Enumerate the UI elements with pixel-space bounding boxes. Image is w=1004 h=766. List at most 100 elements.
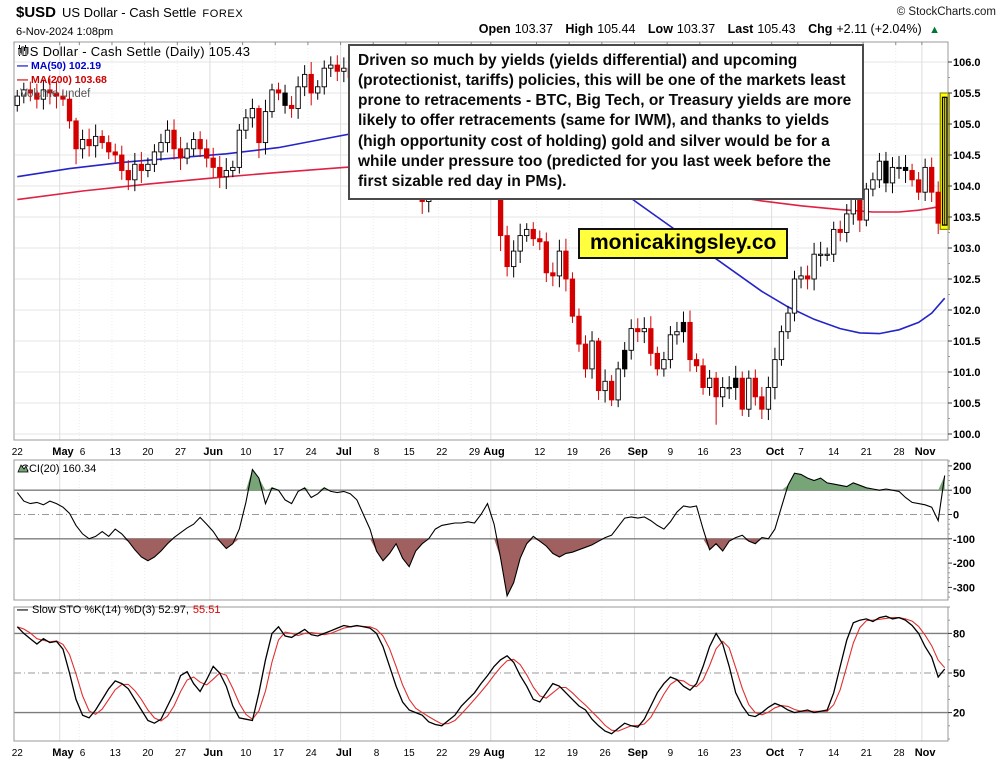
cci-legend: CCI(20) 160.34 xyxy=(17,463,96,475)
svg-text:29: 29 xyxy=(469,447,481,458)
svg-text:13: 13 xyxy=(110,748,122,759)
svg-text:23: 23 xyxy=(730,447,742,458)
chg-label: Chg xyxy=(808,22,833,36)
x-axis-labels-top: 22 May 6 13 20 27 Jun 10 17 24 Jul 8 15 22 29 Aug 12 19 26… xyxy=(12,446,937,458)
ma50-line-icon: — xyxy=(17,60,28,72)
svg-text:26: 26 xyxy=(600,748,612,759)
svg-text:27: 27 xyxy=(175,447,187,458)
ma50-label: MA(50) 102.19 xyxy=(31,60,102,72)
svg-text:23: 23 xyxy=(730,748,742,759)
svg-text:102.0: 102.0 xyxy=(953,305,981,317)
high-label: High xyxy=(565,22,594,36)
svg-text:-100: -100 xyxy=(953,534,975,546)
cci-line xyxy=(16,468,946,598)
svg-text:May: May xyxy=(52,446,74,458)
svg-text:22: 22 xyxy=(436,748,448,759)
svg-text:27: 27 xyxy=(175,748,187,759)
low-label: Low xyxy=(647,22,673,36)
svg-text:7: 7 xyxy=(798,748,804,759)
svg-text:6: 6 xyxy=(80,447,86,458)
sto-panel xyxy=(13,606,949,742)
sto-legend: — Slow STO %K(14) %D(3) 52.97, 55.51 xyxy=(17,604,220,616)
svg-text:20: 20 xyxy=(953,708,965,720)
svg-text:106.0: 106.0 xyxy=(953,57,981,69)
svg-text:12: 12 xyxy=(534,447,546,458)
main-series-title: US Dollar - Cash Settle (Daily) 105.43 xyxy=(20,44,251,59)
annotation-box: Driven so much by yields (yields differe… xyxy=(348,44,864,200)
svg-text:80: 80 xyxy=(953,628,965,640)
symbol-name: US Dollar - Cash Settle xyxy=(62,5,197,20)
chart-datetime: 6-Nov-2024 1:08pm xyxy=(16,26,114,38)
chart-header: $USD US Dollar - Cash Settle FOREX © Stock… xyxy=(16,4,998,22)
svg-text:Jun: Jun xyxy=(203,747,223,759)
svg-text:14: 14 xyxy=(828,748,840,759)
svg-text:10: 10 xyxy=(240,447,252,458)
svg-text:9: 9 xyxy=(668,447,674,458)
svg-text:24: 24 xyxy=(306,748,318,759)
svg-text:20: 20 xyxy=(142,447,154,458)
cci-label: CCI(20) 160.34 xyxy=(21,463,97,475)
sto-k-line xyxy=(16,615,946,735)
low-value: 103.37 xyxy=(676,22,716,36)
svg-text:Nov: Nov xyxy=(915,446,937,458)
ohlc-quote: Open 103.37 High 105.44 Low 103.37 Last 105.… xyxy=(479,22,940,36)
svg-text:104.5: 104.5 xyxy=(953,150,981,162)
last-value: 105.43 xyxy=(757,22,796,36)
svg-text:104.0: 104.0 xyxy=(953,181,981,193)
svg-text:7: 7 xyxy=(798,447,804,458)
svg-text:22: 22 xyxy=(12,748,24,759)
svg-text:15: 15 xyxy=(404,748,416,759)
svg-text:6: 6 xyxy=(80,748,86,759)
quote-row: 6-Nov-2024 1:08pm Open 103.37 High 105.44 … xyxy=(16,22,998,38)
svg-text:17: 17 xyxy=(273,748,285,759)
svg-text:101.0: 101.0 xyxy=(953,367,981,379)
main-chart-legend: US Dollar - Cash Settle (Daily) 105.43 —… xyxy=(17,45,347,101)
svg-text:28: 28 xyxy=(893,748,905,759)
svg-text:50: 50 xyxy=(953,668,965,680)
svg-text:101.5: 101.5 xyxy=(953,336,981,348)
main-y-axis: 106.0 105.5 105.0 104.5 104.0 103.5 103.0 102.5… xyxy=(13,42,981,441)
cci-y-axis: 200 100 0 -100 -200 -300 xyxy=(948,460,975,598)
ma200-line-icon: — xyxy=(17,74,28,86)
chg-value: +2.11 (+2.04%) xyxy=(836,22,922,36)
up-arrow-icon: ▲ xyxy=(929,24,940,36)
svg-text:26: 26 xyxy=(600,447,612,458)
svg-text:Sep: Sep xyxy=(628,747,648,759)
svg-text:20: 20 xyxy=(142,748,154,759)
svg-text:24: 24 xyxy=(306,447,318,458)
sto-d-value: 55.51 xyxy=(192,604,221,616)
svg-text:100.5: 100.5 xyxy=(953,398,981,410)
svg-text:105.5: 105.5 xyxy=(953,88,981,100)
open-label: Open xyxy=(478,22,511,36)
volume-label: Volume undef xyxy=(20,88,91,100)
svg-text:-300: -300 xyxy=(953,582,975,594)
svg-text:0: 0 xyxy=(953,510,959,522)
x-axis-labels-bottom: 22 May 6 13 20 27 Jun 10 17 24 Jul 8 15 22 29 Aug 12 19 26… xyxy=(12,747,937,759)
svg-text:29: 29 xyxy=(469,748,481,759)
svg-text:Oct: Oct xyxy=(766,446,785,458)
sto-label: Slow STO %K(14) %D(3) 52.97, xyxy=(32,604,189,616)
svg-text:100.0: 100.0 xyxy=(953,429,981,441)
sto-line-icon: — xyxy=(17,604,28,616)
svg-text:105.0: 105.0 xyxy=(953,119,981,131)
svg-text:8: 8 xyxy=(374,447,380,458)
svg-text:10: 10 xyxy=(240,748,252,759)
svg-text:17: 17 xyxy=(273,447,285,458)
sto-y-axis: 80 50 20 xyxy=(948,606,965,740)
svg-text:12: 12 xyxy=(534,748,546,759)
cci-panel xyxy=(13,459,949,601)
svg-text:8: 8 xyxy=(374,748,380,759)
ma200-label: MA(200) 103.68 xyxy=(31,74,107,86)
svg-text:21: 21 xyxy=(861,447,873,458)
svg-text:May: May xyxy=(52,747,74,759)
svg-text:Jun: Jun xyxy=(203,446,223,458)
svg-text:Oct: Oct xyxy=(766,747,785,759)
last-label: Last xyxy=(727,22,754,36)
svg-text:200: 200 xyxy=(953,461,971,473)
symbol: $USD xyxy=(16,4,57,21)
svg-text:102.5: 102.5 xyxy=(953,274,981,286)
svg-text:Jul: Jul xyxy=(336,747,352,759)
svg-text:100: 100 xyxy=(953,485,971,497)
svg-text:-200: -200 xyxy=(953,558,975,570)
exchange-label: FOREX xyxy=(202,8,244,20)
